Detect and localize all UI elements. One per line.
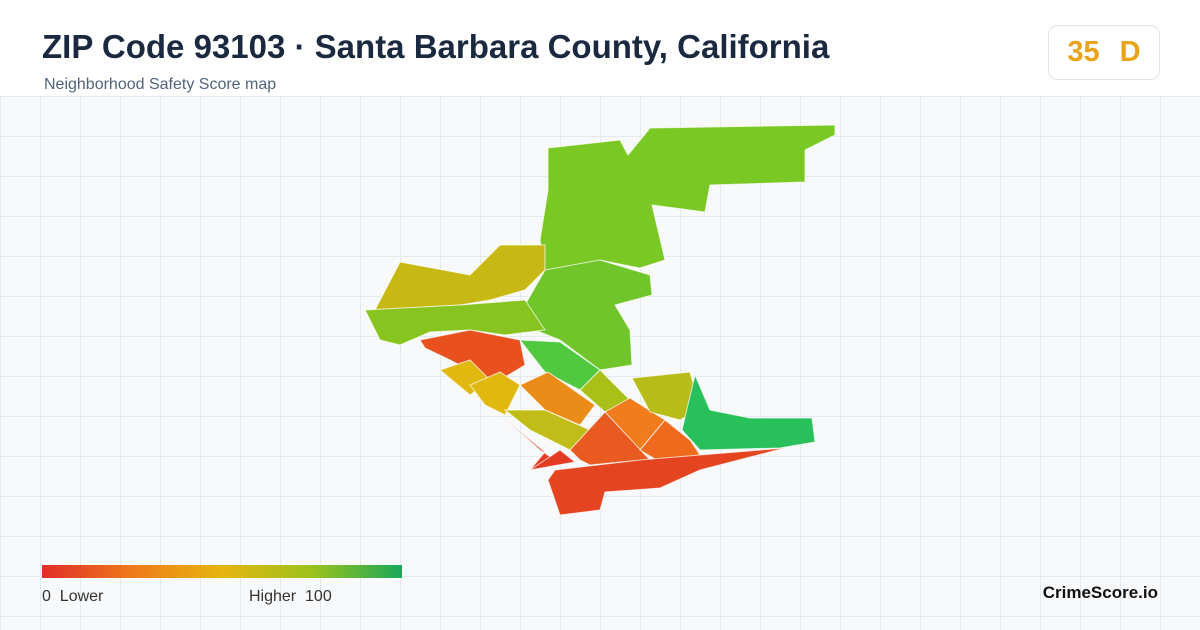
legend-min-value: 0 xyxy=(42,588,51,605)
area xyxy=(469,371,521,416)
brand: CrimeScore.io xyxy=(1042,583,1158,602)
legend-max: Higher 100 xyxy=(249,588,332,606)
subtitle: Neighborhood Safety Score map xyxy=(44,76,277,93)
area xyxy=(547,447,786,516)
legend-gradient xyxy=(42,565,402,578)
area xyxy=(364,299,546,346)
header xyxy=(0,0,1200,96)
area xyxy=(539,124,836,281)
area xyxy=(519,371,596,426)
score-grade: D xyxy=(1119,36,1141,68)
score-badge: 35 D xyxy=(1048,25,1160,80)
legend-max-value: 100 xyxy=(305,588,332,605)
title: ZIP Code 93103 · Santa Barbara County, C… xyxy=(42,28,830,65)
legend-min: 0 Lower xyxy=(42,588,103,606)
legend-min-label: Lower xyxy=(59,588,104,605)
area xyxy=(529,449,577,471)
legend-max-label: Higher xyxy=(249,588,297,605)
score-value: 35 xyxy=(1067,36,1100,68)
area xyxy=(681,373,816,451)
